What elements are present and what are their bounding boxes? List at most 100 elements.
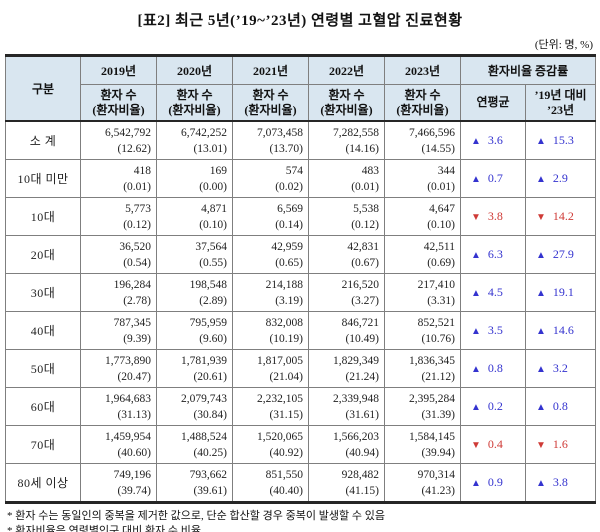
- vs-2019-change-cell: ▲ 14.6: [525, 311, 596, 350]
- change-rate-value: 0.8: [487, 361, 503, 375]
- up-triangle-icon: ▲: [536, 250, 546, 261]
- patient-count-cell: 36,520 (0.54): [80, 235, 157, 274]
- table-row: 80세 이상 749,196 (39.74) 793,662 (39.61) 851,55…: [5, 463, 596, 503]
- patient-count: 970,314: [417, 468, 455, 481]
- change-rate-value: 14.2: [552, 209, 574, 223]
- patient-count: 196,284: [113, 278, 151, 291]
- patient-ratio: (20.47): [117, 370, 151, 383]
- up-triangle-icon: ▲: [471, 326, 481, 337]
- down-triangle-icon: ▼: [536, 440, 546, 451]
- row-label-age-group: 10대: [5, 197, 81, 236]
- annual-average-change-cell: ▲ 6.3: [460, 235, 526, 274]
- patient-count-cell: 2,232,105 (31.15): [232, 387, 309, 426]
- patient-ratio: (21.12): [421, 370, 455, 383]
- patient-ratio: (39.61): [193, 484, 227, 497]
- vs-2019-change-cell: ▲ 2.9: [525, 159, 596, 198]
- change-rate-value: 3.2: [552, 361, 568, 375]
- patient-count-cell: 2,395,284 (31.39): [384, 387, 461, 426]
- patient-ratio: (40.94): [345, 446, 379, 459]
- up-triangle-icon: ▲: [471, 136, 481, 147]
- up-triangle-icon: ▲: [471, 478, 481, 489]
- patient-count-cell: 1,520,065 (40.92): [232, 425, 309, 464]
- patient-ratio: (41.15): [345, 484, 379, 497]
- row-label-age-group: 소 계: [5, 120, 81, 160]
- header-category: 구분: [5, 55, 81, 122]
- header-year-2021: 2021년: [232, 55, 309, 85]
- patient-count: 42,511: [423, 240, 455, 253]
- patient-count: 1,488,524: [181, 430, 227, 443]
- header-patient-count-2023: 환자 수 (환자비율): [384, 84, 461, 122]
- patient-count-cell: 42,959 (0.65): [232, 235, 309, 274]
- patient-count: 1,781,939: [181, 354, 227, 367]
- patient-ratio: (0.00): [199, 180, 227, 193]
- header-vs-2019-2023: ’19년 대비 ’23년: [525, 84, 596, 122]
- patient-count: 1,773,890: [105, 354, 151, 367]
- down-triangle-icon: ▼: [471, 212, 481, 223]
- header-change-rate-group: 환자비율 증감률: [460, 55, 596, 85]
- table-row: 소 계 6,542,792 (12.62) 6,742,252 (13.01) 7,073…: [5, 120, 596, 160]
- row-label-age-group: 50대: [5, 349, 81, 388]
- patient-count-cell: 1,459,954 (40.60): [80, 425, 157, 464]
- vs-2019-change-cell: ▼ 1.6: [525, 425, 596, 464]
- patient-count-cell: 6,569 (0.14): [232, 197, 309, 236]
- header-patient-count-2022: 환자 수 (환자비율): [308, 84, 385, 122]
- patient-ratio: (0.02): [275, 180, 303, 193]
- row-label-age-group: 60대: [5, 387, 81, 426]
- patient-ratio: (10.76): [421, 332, 455, 345]
- table-body: 소 계 6,542,792 (12.62) 6,742,252 (13.01) 7,073…: [5, 120, 596, 503]
- patient-count-cell: 6,742,252 (13.01): [156, 120, 233, 160]
- row-label-age-group: 70대: [5, 425, 81, 464]
- patient-ratio: (0.10): [427, 218, 455, 231]
- patient-count-cell: 42,511 (0.69): [384, 235, 461, 274]
- patient-count: 198,548: [189, 278, 227, 291]
- patient-ratio: (0.14): [275, 218, 303, 231]
- patient-count: 1,459,954: [105, 430, 151, 443]
- annual-average-change-cell: ▲ 4.5: [460, 273, 526, 312]
- row-label-age-group: 30대: [5, 273, 81, 312]
- patient-ratio: (31.15): [269, 408, 303, 421]
- patient-ratio: (2.78): [123, 294, 151, 307]
- row-label-age-group: 40대: [5, 311, 81, 350]
- patient-count-cell: 418 (0.01): [80, 159, 157, 198]
- footnote-patient-ratio: * 환자비율은 연령별인구 대비 환자 수 비율: [7, 525, 202, 532]
- patient-count: 1,964,683: [105, 392, 151, 405]
- patient-ratio: (12.62): [117, 142, 151, 155]
- patient-ratio: (21.24): [345, 370, 379, 383]
- header-year-2020: 2020년: [156, 55, 233, 85]
- row-label-age-group: 80세 이상: [5, 463, 81, 503]
- patient-ratio: (20.61): [193, 370, 227, 383]
- table-row: 40대 787,345 (9.39) 795,959 (9.60) 832,008 (10.…: [5, 311, 596, 350]
- table-header: 구분 2019년 2020년 2021년 2022년 2023년 환자비율 증감…: [5, 55, 596, 122]
- patient-count-cell: 198,548 (2.89): [156, 273, 233, 312]
- annual-average-change-cell: ▲ 0.2: [460, 387, 526, 426]
- page-title: [표2] 최근 5년(’19~’23년) 연령별 고혈압 진료현황: [137, 13, 463, 29]
- patient-count-cell: 7,073,458 (13.70): [232, 120, 309, 160]
- vs-2019-change-cell: ▲ 3.2: [525, 349, 596, 388]
- annual-average-change-cell: ▲ 0.9: [460, 463, 526, 503]
- patient-count: 6,742,252: [181, 126, 227, 139]
- table-row: 20대 36,520 (0.54) 37,564 (0.55) 42,959 (0.65) 4…: [5, 235, 596, 274]
- vs-header-line1: ’19년 대비: [534, 87, 587, 102]
- patient-count-cell: 1,773,890 (20.47): [80, 349, 157, 388]
- subheader-line1: 환자 수: [100, 87, 137, 102]
- patient-count: 574: [285, 164, 303, 177]
- patient-ratio: (0.69): [427, 256, 455, 269]
- patient-ratio: (0.12): [351, 218, 379, 231]
- footnote-patient-count: * 환자 수는 동일인의 중복을 제거한 값으로, 단순 합산할 경우 중복이 …: [7, 510, 385, 522]
- patient-ratio: (0.01): [123, 180, 151, 193]
- change-rate-value: 0.4: [487, 437, 503, 451]
- patient-count-cell: 7,466,596 (14.55): [384, 120, 461, 160]
- patient-count: 832,008: [265, 316, 303, 329]
- patient-count: 4,647: [429, 202, 455, 215]
- up-triangle-icon: ▲: [536, 326, 546, 337]
- change-rate-value: 27.9: [552, 247, 574, 261]
- patient-ratio: (39.74): [117, 484, 151, 497]
- change-rate-value: 14.6: [552, 323, 574, 337]
- patient-ratio: (13.01): [193, 142, 227, 155]
- up-triangle-icon: ▲: [536, 288, 546, 299]
- patient-count: 483: [361, 164, 379, 177]
- header-patient-count-2020: 환자 수 (환자비율): [156, 84, 233, 122]
- change-rate-value: 3.5: [487, 323, 503, 337]
- patient-count-cell: 749,196 (39.74): [80, 463, 157, 503]
